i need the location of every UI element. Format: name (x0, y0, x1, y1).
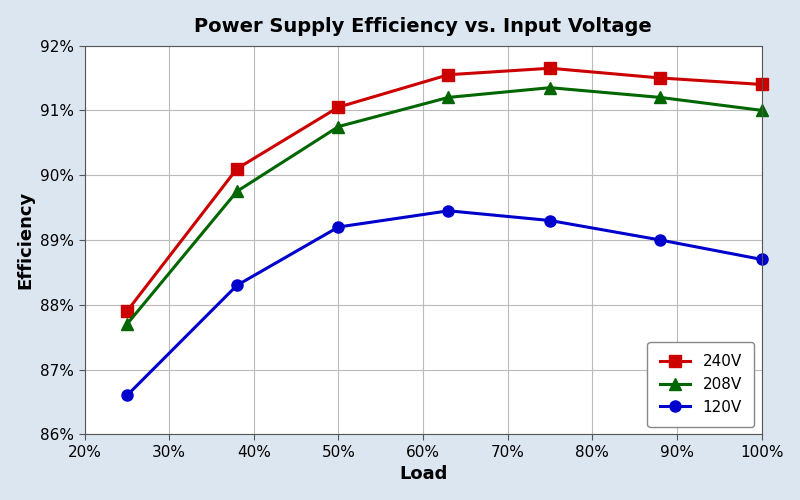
Title: Power Supply Efficiency vs. Input Voltage: Power Supply Efficiency vs. Input Voltag… (194, 16, 652, 36)
120V (655, 237, 665, 243)
Line: 120V: 120V (122, 205, 767, 401)
120V (232, 282, 242, 288)
Line: 240V: 240V (122, 62, 767, 317)
240V (122, 308, 132, 314)
240V (444, 72, 454, 78)
208V (757, 108, 766, 114)
208V (444, 94, 454, 100)
Legend: 240V, 208V, 120V: 240V, 208V, 120V (647, 342, 754, 426)
120V (757, 256, 766, 262)
240V (232, 166, 242, 172)
208V (334, 124, 343, 130)
208V (546, 84, 555, 90)
208V (122, 321, 132, 327)
120V (444, 208, 454, 214)
208V (655, 94, 665, 100)
240V (334, 104, 343, 110)
Line: 208V: 208V (122, 82, 767, 330)
120V (334, 224, 343, 230)
120V (122, 392, 132, 398)
Y-axis label: Efficiency: Efficiency (17, 191, 34, 289)
240V (546, 65, 555, 71)
X-axis label: Load: Load (399, 466, 447, 483)
240V (757, 82, 766, 87)
120V (546, 218, 555, 224)
240V (655, 75, 665, 81)
208V (232, 188, 242, 194)
